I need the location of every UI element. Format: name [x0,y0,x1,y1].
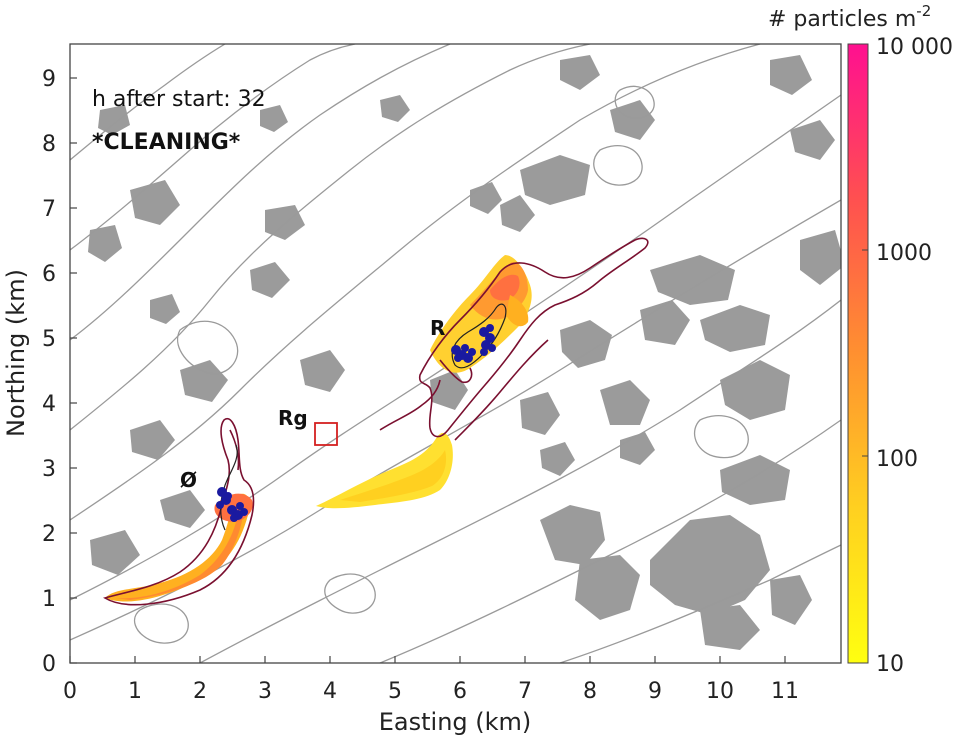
x-tick-label: 6 [453,679,467,704]
site-label-r: R [430,316,445,340]
colorbar-ticks [862,43,868,664]
cleaning-mode-label: *CLEANING* [92,130,241,155]
y-tick-label: 1 [42,587,56,612]
x-tick-label: 7 [518,679,532,704]
y-tick-label: 5 [42,327,56,352]
x-tick-label: 11 [771,679,799,704]
colorbar-title-exponent: -2 [916,2,931,20]
x-tick-label: 1 [128,679,142,704]
y-axis-title: Northing (km) [2,269,30,437]
particle-cluster-r [451,324,496,363]
x-tick-label: 5 [388,679,402,704]
plume-outline [103,237,649,606]
y-tick-labels: 0 1 2 3 4 5 6 7 8 9 [42,67,56,677]
colorbar-frame [847,43,869,664]
y-tick-label: 2 [42,522,56,547]
y-tick-label: 6 [42,262,56,287]
contour-lines [70,44,841,663]
elapsed-hours-text: h after start: 32 [92,87,266,112]
colorbar-tick-label: 100 [876,447,918,472]
y-tick-label: 4 [42,392,56,417]
y-tick-label: 7 [42,197,56,222]
plot-frame [69,43,842,664]
y-tick-label: 8 [42,132,56,157]
colorbar-tick-label: 1000 [876,241,932,266]
site-label-o: Ø [180,468,197,492]
x-tick-label: 3 [258,679,272,704]
particle-cluster-o [216,487,248,522]
colorbar-tick-labels: 10 000 1000 100 10 [876,35,953,677]
colorbar-tick-label: 10 000 [876,35,953,60]
x-tick-label: 9 [648,679,662,704]
x-tick-label: 10 [706,679,734,704]
axis-ticks [69,77,786,664]
rg-marker [314,422,338,446]
colorbar-tick-label: 10 [876,652,904,677]
x-tick-label: 0 [63,679,77,704]
colorbar-title: # particles m-2 [768,2,931,32]
x-tick-label: 8 [583,679,597,704]
x-tick-label: 2 [193,679,207,704]
y-tick-label: 9 [42,67,56,92]
y-tick-label: 3 [42,457,56,482]
site-label-rg: Rg [278,406,308,430]
land-patches [88,55,841,650]
colorbar [848,44,868,663]
cleaning-boundary [220,303,507,531]
x-axis-title: Easting (km) [379,708,532,736]
x-tick-label: 4 [323,679,337,704]
y-tick-label: 0 [42,652,56,677]
colorbar-title-prefix: # particles m [768,7,916,32]
x-tick-labels: 0 1 2 3 4 5 6 7 8 9 10 11 [63,679,799,704]
